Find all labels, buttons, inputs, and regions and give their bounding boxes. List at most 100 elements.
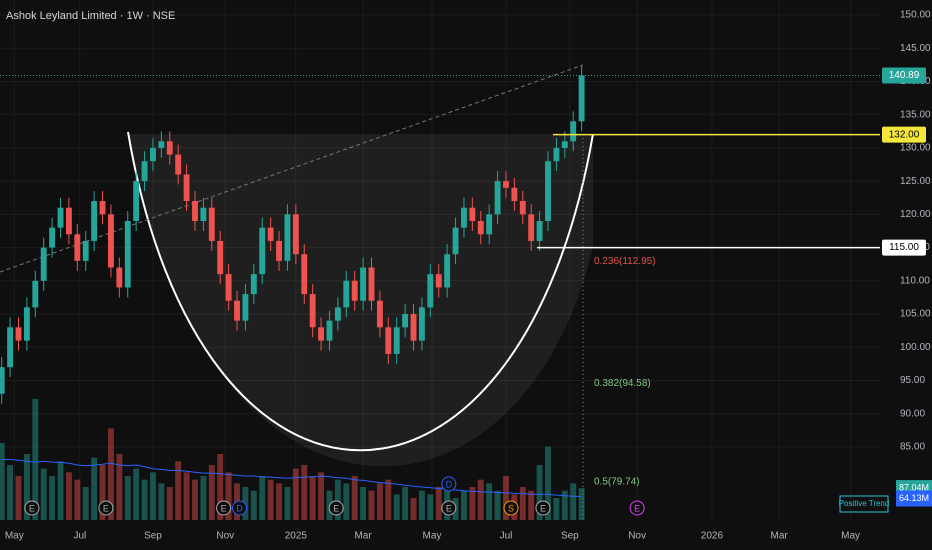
volume-bar [141,479,148,520]
candle-body [57,207,64,228]
candle-body [402,314,409,328]
y-tick-label: 90.00 [900,408,925,419]
axis: 85.00 90.00 95.00 100.00 105.00 110.00 115.00 1… [5,10,932,542]
volume-bar [368,490,375,520]
candle-body [32,280,39,308]
volume-bar [561,490,568,520]
candle-body [368,267,375,301]
volume-bar [124,476,131,520]
volume-bar [435,487,442,520]
event-label: D [446,479,453,489]
volume-bar [74,479,81,520]
candle-body [284,214,291,261]
candle-body [334,307,341,321]
y-tick-label: 100.00 [900,342,931,353]
candle-body [528,214,535,241]
candle-body [15,327,22,341]
volume-ma-tag [896,490,932,507]
candle-body [427,274,434,308]
volume-bar [461,490,467,520]
candle-body [234,300,240,321]
event-badge [441,476,457,492]
candle-body [133,181,140,221]
event-label: E [446,503,452,513]
volume-bar [343,483,350,520]
candle-body [192,201,198,221]
candle-body [553,147,560,162]
x-tick-label: Jul [73,531,86,542]
candle-body [578,75,585,122]
candle-body [435,274,442,288]
candle-body [49,227,56,248]
volume-bar [385,479,392,520]
volume-bar [292,468,299,520]
event-badge [98,500,114,516]
candle-body [309,294,316,328]
level-label: 132.00 [889,129,920,140]
event-badge [535,500,551,516]
candle-body [486,214,493,235]
volume-bar [570,483,577,520]
candle-body [469,207,476,221]
x-tick-label: Mar [354,531,372,542]
y-tick-label: 105.00 [900,309,931,320]
volume-bar [360,487,367,520]
candle-body [376,300,383,328]
event-badge [216,500,232,516]
candle-body [183,174,190,202]
candle-body [503,181,509,188]
volume-bar [49,476,56,520]
volume-bar [477,479,484,520]
volume-bar [486,483,493,520]
x-tick-label: 2025 [285,531,308,542]
candle-body [545,161,551,221]
volume-bar [208,465,215,520]
y-tick-label: 145.00 [900,43,931,54]
candle-body [65,207,72,235]
volume-bar [267,479,274,520]
x-tick-label: May [841,531,860,542]
candle-body [343,280,350,308]
volume-bar [82,487,89,520]
event-label: E [103,503,109,513]
candle-body [250,274,257,295]
price-axis [880,0,932,550]
volume-bar [536,465,543,520]
candle-body [351,280,358,301]
volume-bar [0,443,5,520]
volume-bar [519,487,526,520]
candle-body [410,314,417,341]
candle-body [116,267,123,288]
cup-curve [127,131,594,452]
event-badge [503,500,519,516]
event-label: E [333,503,339,513]
x-tick-label: May [5,531,24,542]
volume-ma-label: 64.13M [899,493,929,503]
event-label: E [540,503,546,513]
volume-bar [494,490,501,520]
event-badge [441,500,457,516]
volume-bar [410,498,417,520]
volume-bar [7,465,14,520]
candle-body [494,181,501,215]
candle-body [166,141,173,155]
x-tick-label: Sep [561,531,579,542]
event-label: E [634,503,640,513]
volume-bar [503,476,509,520]
volume-bar [376,483,383,520]
candle-body [74,234,81,261]
event-label: E [221,503,227,513]
x-tick-label: Nov [628,531,646,542]
y-tick-label: 110.00 [900,275,930,286]
volume-bar [528,490,535,520]
candle-body [23,307,30,341]
volume-ma-line [1,459,582,497]
event-badge [24,500,40,516]
y-tick-label: 125.00 [900,176,931,187]
candle-body [326,320,333,341]
candle-body [208,207,215,241]
volume-bar [99,465,106,520]
volume-bar [32,399,39,520]
candle-body [82,240,89,261]
